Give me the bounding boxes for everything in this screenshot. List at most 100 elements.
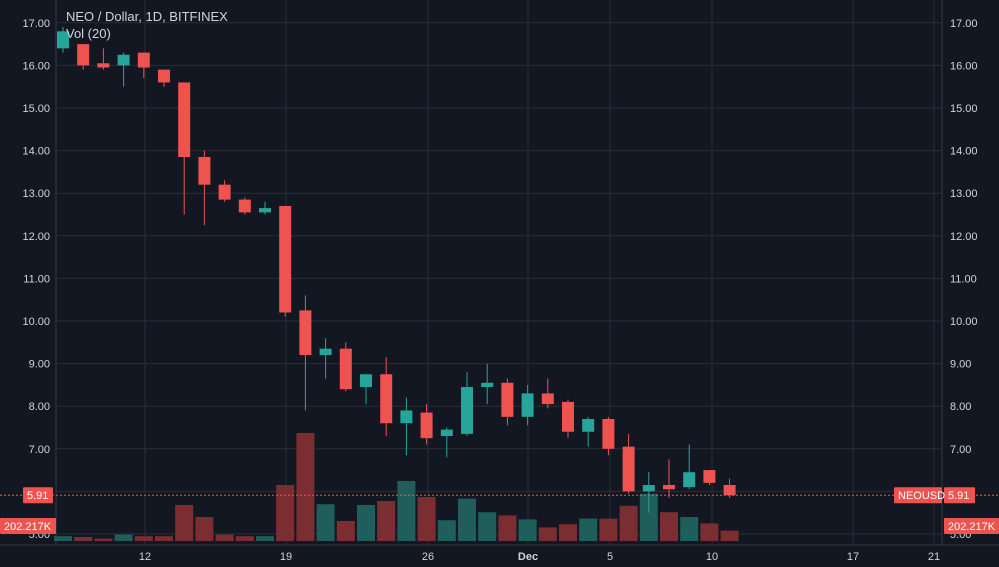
candle-body	[259, 208, 271, 213]
candle-body	[77, 44, 90, 66]
candle-body	[521, 393, 534, 417]
candle-body	[400, 410, 413, 424]
volume-bar	[579, 518, 598, 541]
volume-bar	[639, 493, 658, 541]
y-tick-label-right: 8.00	[950, 401, 971, 413]
volume-bar	[94, 538, 113, 541]
volume-bar	[397, 481, 416, 541]
y-tick-label-left: 10.00	[22, 316, 50, 328]
volume-bar	[134, 536, 153, 541]
y-tick-label-left: 11.00	[23, 273, 50, 285]
volume-bar	[680, 517, 699, 541]
chart-grid	[0, 0, 999, 546]
volume-bar	[538, 527, 557, 541]
volume-bar	[175, 505, 194, 541]
candle-body	[703, 470, 716, 483]
y-tick-label-right: 13.00	[950, 188, 978, 200]
x-tick-label: 5	[607, 551, 613, 563]
y-tick-label-right: 10.00	[950, 316, 978, 328]
volume-bar	[660, 512, 678, 541]
candle-body	[723, 485, 736, 496]
x-tick-label: Dec	[518, 551, 538, 563]
y-tick-label-right: 12.00	[950, 231, 978, 243]
volume-tag-right-bg	[944, 518, 999, 534]
volume-bar	[700, 523, 719, 541]
price-axes: 17.00 17.00 16.00 16.00 15.00 15.00 14.00 14.00…	[22, 18, 977, 541]
y-tick-label-left: 17.00	[22, 18, 50, 30]
candle-body	[360, 374, 372, 388]
candle-body	[481, 382, 494, 388]
volume-bar	[316, 504, 335, 541]
candle-body	[178, 82, 191, 157]
volume-bars	[54, 433, 739, 541]
y-tick-label-right: 11.00	[950, 273, 977, 285]
y-tick-label-left: 12.00	[22, 231, 50, 243]
volume-bar	[256, 536, 274, 541]
candle-body	[238, 199, 251, 213]
volume-bar	[215, 534, 234, 541]
y-tick-label-left: 14.00	[22, 146, 50, 158]
candle-body	[137, 52, 150, 68]
volume-tag-left: 202.217K	[4, 521, 52, 533]
x-tick-label: 21	[928, 551, 940, 563]
symbol-title: NEO / Dollar, 1D, BITFINEX	[66, 9, 228, 24]
x-tick-label: 10	[706, 551, 718, 563]
candle-body	[582, 418, 595, 432]
volume-bar	[498, 515, 517, 541]
candle-body	[198, 156, 211, 185]
volume-tag-right: 202.217K	[948, 521, 996, 533]
candle-body	[218, 184, 231, 200]
y-tick-label-right: 16.00	[950, 60, 978, 72]
volume-bar	[276, 485, 295, 541]
volume-bar	[155, 536, 173, 541]
volume-bar	[377, 501, 396, 541]
price-tag-right-bg	[944, 487, 975, 504]
candle-body	[602, 418, 615, 449]
volume-bar	[235, 536, 254, 541]
candle-body	[339, 348, 352, 390]
candle-body	[622, 446, 635, 492]
volume-bar	[458, 498, 476, 541]
candle-body	[380, 374, 393, 424]
candle-body	[501, 382, 514, 417]
volume-bar	[195, 517, 214, 541]
y-tick-label-right: 14.00	[950, 146, 978, 158]
volume-bar	[559, 524, 577, 541]
price-tag-left: 5.91	[27, 490, 48, 502]
y-tick-label-right: 7.00	[950, 444, 971, 456]
volume-bar	[54, 536, 72, 541]
candle-body	[663, 485, 675, 490]
y-tick-label-right: 15.00	[950, 103, 978, 115]
candle-body	[299, 310, 312, 356]
candle-body	[642, 485, 655, 492]
x-tick-label: 17	[847, 551, 859, 563]
volume-bar	[619, 505, 638, 541]
volume-bar	[357, 505, 375, 541]
x-tick-label: 26	[422, 551, 434, 563]
price-tag-right: 5.91	[948, 490, 969, 502]
time-axis: 12 19 26 Dec 5 10 17 21	[139, 551, 940, 563]
volume-bar	[74, 537, 93, 541]
y-tick-label-left: 9.00	[29, 359, 50, 371]
candle-body	[541, 393, 554, 405]
price-tag-left-bg	[23, 487, 53, 504]
x-tick-label: 12	[139, 551, 151, 563]
volume-bar	[478, 512, 497, 541]
volume-tag-left-bg	[0, 518, 56, 534]
candle-body	[97, 63, 110, 68]
volume-indicator-label: Vol (20)	[66, 26, 111, 41]
candle-body	[117, 54, 130, 66]
y-tick-label-left: 13.00	[22, 188, 50, 200]
candle-body	[683, 472, 696, 488]
volume-bar	[518, 519, 537, 541]
volume-bar	[599, 518, 618, 541]
y-tick-label-right: 9.00	[950, 359, 971, 371]
candle-body	[57, 31, 69, 49]
symbol-tag-bg	[894, 487, 942, 504]
volume-bar	[336, 521, 355, 541]
candle-body	[461, 387, 473, 434]
y-tick-label-left: 7.00	[29, 444, 50, 456]
candle-body	[319, 348, 332, 356]
